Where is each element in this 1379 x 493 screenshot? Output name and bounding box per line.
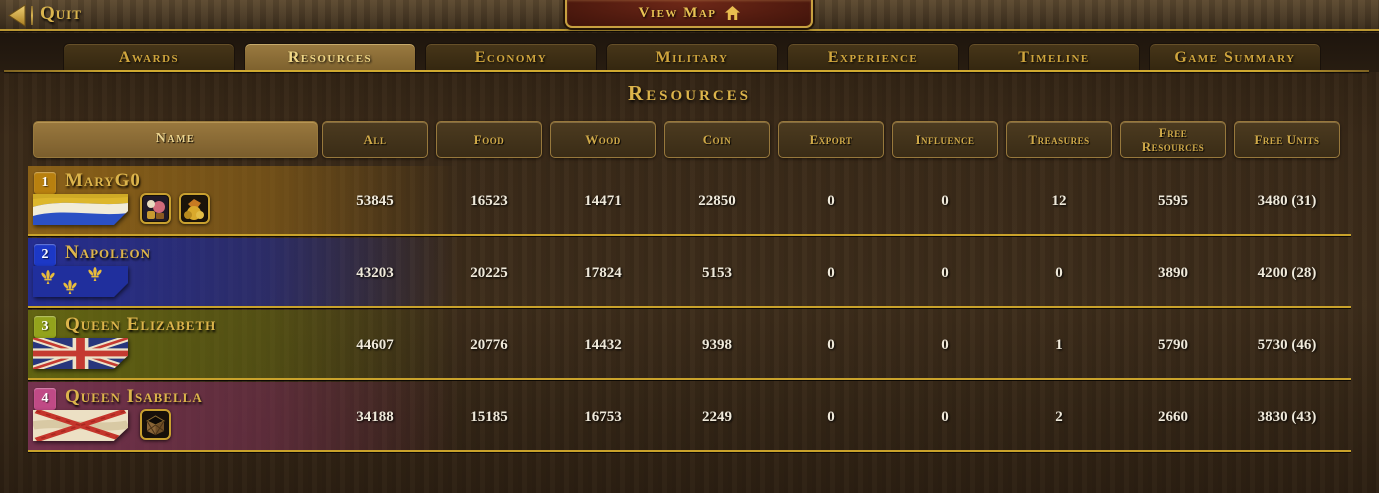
rank-badge: 4 xyxy=(34,388,56,410)
tab-resources[interactable]: Resources xyxy=(244,43,416,72)
cell-wood: 17824 xyxy=(584,264,622,281)
cell-food: 15185 xyxy=(470,408,508,425)
rank-badge: 1 xyxy=(34,172,56,194)
cell-all: 43203 xyxy=(356,264,394,281)
tab-military[interactable]: Military xyxy=(606,43,778,72)
header-coin[interactable]: Coin xyxy=(664,121,770,158)
header-treasures[interactable]: Treasures xyxy=(1006,121,1112,158)
header-free-resources[interactable]: Free Resources xyxy=(1120,121,1226,158)
player-row-maryg0: 1 MaryG0 xyxy=(28,166,1351,236)
cell-treasures: 12 xyxy=(1051,192,1067,209)
cell-food: 16523 xyxy=(470,192,508,209)
cell-influence: 0 xyxy=(941,192,949,209)
tab-economy[interactable]: Economy xyxy=(425,43,597,72)
player-rows: 1 MaryG0 xyxy=(28,166,1351,454)
cell-influence: 0 xyxy=(941,336,949,353)
cell-free-units: 5730 (46) xyxy=(1257,336,1317,353)
cell-export: 0 xyxy=(827,336,835,353)
cell-export: 0 xyxy=(827,192,835,209)
cell-coin: 22850 xyxy=(698,192,736,209)
cell-coin: 2249 xyxy=(702,408,732,425)
goods-award-icon[interactable] xyxy=(140,193,171,224)
cell-treasures: 1 xyxy=(1055,336,1063,353)
cell-free-units: 3830 (43) xyxy=(1257,408,1317,425)
view-map-label: View Map xyxy=(638,4,717,21)
header-name[interactable]: Name xyxy=(33,121,318,158)
cell-influence: 0 xyxy=(941,408,949,425)
home-icon xyxy=(724,6,740,20)
header-export[interactable]: Export xyxy=(778,121,884,158)
award-icons xyxy=(140,193,210,224)
header-all[interactable]: All xyxy=(322,121,428,158)
cell-treasures: 2 xyxy=(1055,408,1063,425)
header-free-units[interactable]: Free Units xyxy=(1234,121,1340,158)
rank-badge: 3 xyxy=(34,316,56,338)
header-wood[interactable]: Wood xyxy=(550,121,656,158)
top-bar: Quit View Map xyxy=(0,0,1379,31)
tab-experience[interactable]: Experience xyxy=(787,43,959,72)
flag-gold-white-blue-stripes-icon xyxy=(33,194,128,225)
player-name: Queen Elizabeth xyxy=(65,314,217,335)
page-title: Resources xyxy=(627,81,752,105)
flag-fleur-de-lis-icon xyxy=(33,266,128,297)
header-influence[interactable]: Influence xyxy=(892,121,998,158)
treasure-award-icon[interactable] xyxy=(179,193,210,224)
cell-free-units: 4200 (28) xyxy=(1257,264,1317,281)
cell-food: 20776 xyxy=(470,336,508,353)
flag-cross-of-burgundy-icon xyxy=(33,410,128,441)
tab-underline xyxy=(4,70,1369,72)
tab-timeline[interactable]: Timeline xyxy=(968,43,1140,72)
cell-export: 0 xyxy=(827,264,835,281)
cell-free-resources: 5790 xyxy=(1158,336,1188,353)
cell-influence: 0 xyxy=(941,264,949,281)
player-row-queen-isabella: 4 Queen Isabella xyxy=(28,382,1351,452)
cell-free-resources: 5595 xyxy=(1158,192,1188,209)
cell-treasures: 0 xyxy=(1055,264,1063,281)
player-row-queen-elizabeth: 3 Queen Elizabeth 44607 20776 14432 9398 xyxy=(28,310,1351,380)
cell-free-resources: 2660 xyxy=(1158,408,1188,425)
cell-free-resources: 3890 xyxy=(1158,264,1188,281)
player-name: MaryG0 xyxy=(65,170,141,191)
crate-award-icon[interactable] xyxy=(140,409,171,440)
cell-all: 34188 xyxy=(356,408,394,425)
tab-awards[interactable]: Awards xyxy=(63,43,235,72)
view-map-button[interactable]: View Map xyxy=(565,0,813,28)
player-name: Napoleon xyxy=(65,242,152,263)
cell-export: 0 xyxy=(827,408,835,425)
back-button[interactable] xyxy=(7,4,27,27)
award-icons xyxy=(140,409,171,440)
player-name: Queen Isabella xyxy=(65,386,203,407)
cell-wood: 14471 xyxy=(584,192,622,209)
cell-wood: 14432 xyxy=(584,336,622,353)
cell-coin: 9398 xyxy=(702,336,732,353)
cell-coin: 5153 xyxy=(702,264,732,281)
header-food[interactable]: Food xyxy=(436,121,542,158)
cell-free-units: 3480 (31) xyxy=(1257,192,1317,209)
quit-button[interactable]: Quit xyxy=(40,3,82,24)
tab-strip: Awards Resources Economy Military Experi… xyxy=(0,33,1379,72)
column-header-row: Name All Food Wood Coin Export Influence… xyxy=(28,121,1351,159)
player-row-napoleon: 2 Napoleon xyxy=(28,238,1351,308)
quit-divider xyxy=(31,6,33,25)
cell-all: 53845 xyxy=(356,192,394,209)
flag-union-jack-icon xyxy=(33,338,128,369)
cell-all: 44607 xyxy=(356,336,394,353)
cell-food: 20225 xyxy=(470,264,508,281)
tab-game-summary[interactable]: Game Summary xyxy=(1149,43,1321,72)
rank-badge: 2 xyxy=(34,244,56,266)
back-arrow-icon xyxy=(8,4,26,27)
cell-wood: 16753 xyxy=(584,408,622,425)
